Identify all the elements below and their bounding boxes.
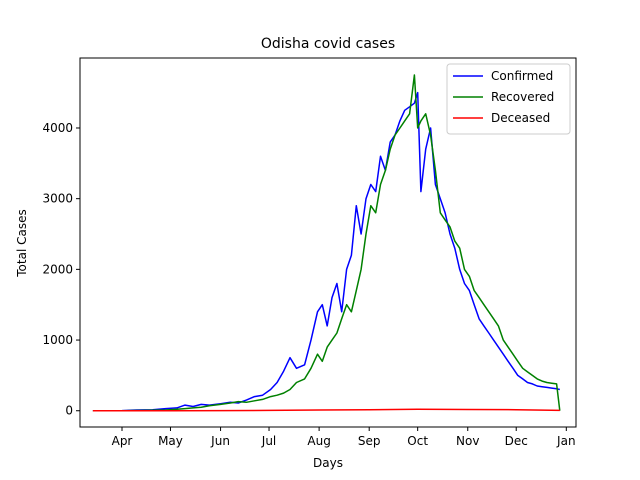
x-tick-label: May (158, 434, 183, 448)
legend: Confirmed Recovered Deceased (446, 63, 571, 135)
y-tick-label: 3000 (42, 192, 73, 206)
y-tick-label: 1000 (42, 333, 73, 347)
x-tick-label: Oct (407, 434, 428, 448)
x-tick-label: Dec (505, 434, 528, 448)
legend-label-recovered: Recovered (491, 90, 554, 104)
y-tick-label: 0 (65, 404, 73, 418)
x-tick-label: Jan (556, 434, 576, 448)
x-axis-label: Days (313, 456, 343, 470)
x-tick-label: Jul (261, 434, 276, 448)
x-tick-label: Aug (307, 434, 330, 448)
x-axis: Apr May Jun Jul Aug Sep Oct Nov Dec Jan (112, 427, 576, 448)
series-line-recovered (92, 74, 561, 412)
y-tick-label: 2000 (42, 262, 73, 276)
x-tick-label: Apr (112, 434, 133, 448)
x-tick-label: Nov (456, 434, 479, 448)
chart-title: Odisha covid cases (261, 36, 395, 52)
legend-box (446, 63, 571, 135)
x-tick-label: Jun (210, 434, 230, 448)
legend-label-confirmed: Confirmed (491, 69, 553, 83)
y-tick-label: 4000 (42, 121, 73, 135)
y-axis-label: Total Cases (15, 209, 29, 277)
y-axis: 0 1000 2000 3000 4000 (42, 121, 80, 418)
series-line-deceased (92, 408, 560, 412)
series-layer (92, 74, 561, 412)
legend-label-deceased: Deceased (491, 111, 550, 125)
x-tick-label: Sep (358, 434, 381, 448)
